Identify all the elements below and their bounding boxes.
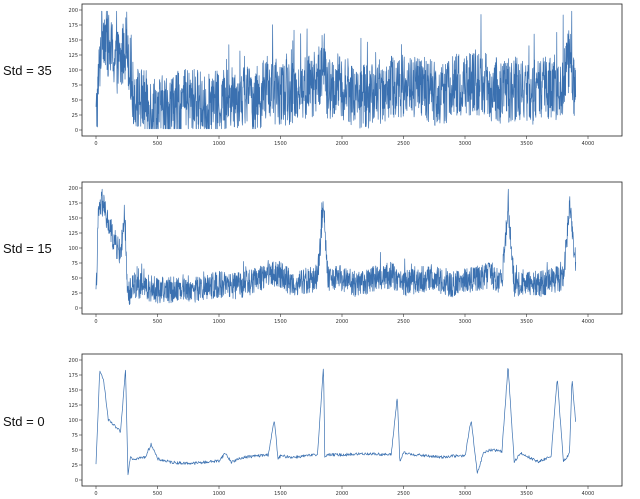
x-tick-label: 2500 (397, 319, 410, 325)
y-tick-label: 150 (68, 388, 78, 394)
x-tick-label: 1000 (213, 491, 226, 497)
y-tick-label: 125 (68, 403, 78, 409)
y-tick-label: 25 (72, 463, 78, 469)
series-line (95, 188, 577, 306)
x-tick-label: 4000 (582, 141, 595, 147)
y-tick-label: 0 (75, 128, 78, 134)
y-tick-label: 75 (72, 261, 78, 267)
x-tick-label: 1500 (274, 491, 287, 497)
row-label: Std = 0 (3, 414, 45, 429)
x-tick-label: 0 (94, 319, 97, 325)
x-tick-label: 500 (153, 141, 163, 147)
x-tick-label: 3000 (459, 319, 472, 325)
x-tick-label: 3500 (520, 491, 533, 497)
x-tick-label: 500 (153, 319, 163, 325)
y-tick-label: 0 (75, 478, 78, 484)
x-tick-label: 2000 (336, 491, 349, 497)
y-tick-label: 150 (68, 216, 78, 222)
y-tick-label: 125 (68, 53, 78, 59)
x-tick-label: 1000 (213, 141, 226, 147)
row-label: Std = 35 (3, 63, 52, 78)
y-tick-label: 75 (72, 83, 78, 89)
x-tick-label: 3000 (459, 141, 472, 147)
series-line (95, 368, 577, 476)
x-tick-label: 2000 (336, 319, 349, 325)
row-label: Std = 15 (3, 241, 52, 256)
x-tick-label: 4000 (582, 319, 595, 325)
y-tick-label: 175 (68, 201, 78, 207)
x-tick-label: 1500 (274, 141, 287, 147)
y-tick-label: 0 (75, 306, 78, 312)
y-tick-label: 200 (68, 8, 78, 14)
x-tick-label: 2500 (397, 491, 410, 497)
y-tick-label: 125 (68, 231, 78, 237)
y-tick-label: 200 (68, 358, 78, 364)
y-tick-label: 50 (72, 98, 78, 104)
y-tick-label: 150 (68, 38, 78, 44)
y-tick-label: 100 (68, 68, 78, 74)
x-tick-label: 1000 (213, 319, 226, 325)
y-tick-label: 25 (72, 113, 78, 119)
y-tick-label: 50 (72, 276, 78, 282)
x-tick-label: 500 (153, 491, 163, 497)
x-tick-label: 3500 (520, 141, 533, 147)
y-tick-label: 25 (72, 291, 78, 297)
x-tick-label: 1500 (274, 319, 287, 325)
axes-frame (81, 353, 623, 487)
x-tick-label: 4000 (582, 491, 595, 497)
x-tick-label: 3500 (520, 319, 533, 325)
x-tick-label: 2000 (336, 141, 349, 147)
x-tick-label: 3000 (459, 491, 472, 497)
x-tick-label: 0 (94, 141, 97, 147)
x-tick-label: 0 (94, 491, 97, 497)
y-tick-label: 100 (68, 246, 78, 252)
y-tick-label: 175 (68, 23, 78, 29)
y-tick-label: 200 (68, 186, 78, 192)
y-tick-label: 175 (68, 373, 78, 379)
y-tick-label: 100 (68, 418, 78, 424)
y-tick-label: 75 (72, 433, 78, 439)
series-line (95, 10, 577, 130)
y-tick-label: 50 (72, 448, 78, 454)
x-tick-label: 2500 (397, 141, 410, 147)
